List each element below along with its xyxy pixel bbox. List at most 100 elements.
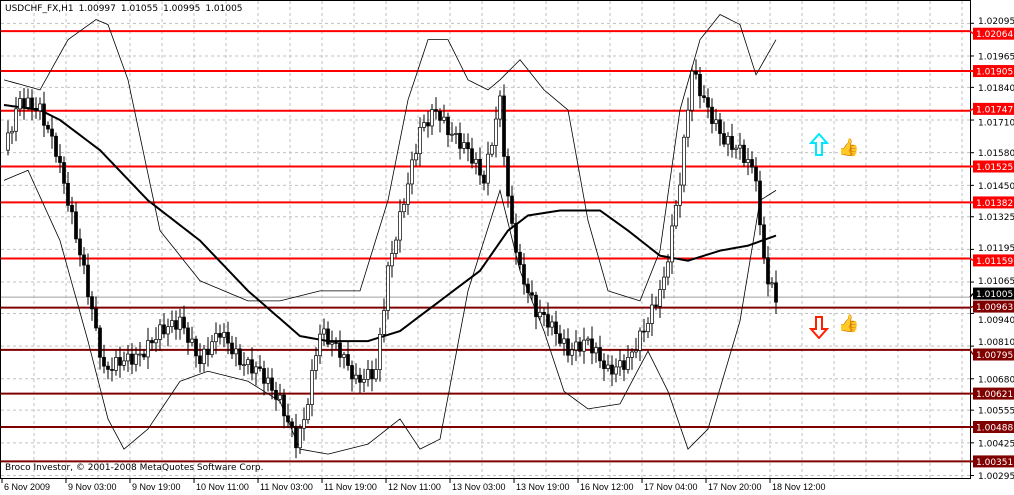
candle — [622, 354, 626, 382]
candle-body — [710, 106, 714, 124]
symbol-label: USDCHF_FX,H1 — [5, 4, 74, 14]
candle-body — [346, 354, 350, 366]
candle — [554, 310, 558, 346]
candle-body — [86, 264, 90, 297]
y-tick-label: 1.01325 — [978, 213, 1014, 223]
candle — [474, 152, 478, 175]
candle-body — [550, 321, 554, 328]
candle-body — [206, 348, 210, 355]
candle — [754, 157, 758, 192]
candle-body — [650, 304, 654, 324]
candle-body — [690, 70, 694, 111]
y-tick-label: 1.00295 — [978, 472, 1014, 482]
candle — [210, 334, 214, 358]
candle — [142, 349, 146, 360]
candle-body — [746, 159, 750, 163]
candle — [194, 335, 198, 368]
candle — [334, 337, 338, 351]
level-label-box — [973, 160, 1014, 173]
candle — [542, 308, 546, 327]
candle — [278, 383, 282, 404]
open-value: 1.00997 — [78, 4, 116, 14]
candle-body — [474, 158, 478, 164]
candle-body — [418, 127, 422, 155]
candle-body — [6, 132, 10, 151]
candle-body — [486, 153, 490, 184]
candle-body — [610, 364, 614, 375]
candle-body — [50, 128, 54, 137]
candle-body — [194, 338, 198, 357]
candle — [514, 213, 518, 265]
candle — [598, 335, 602, 369]
label-connector — [969, 108, 974, 112]
candle — [742, 139, 746, 167]
candle-body — [726, 136, 730, 145]
candle-body — [302, 419, 306, 429]
candle-body — [714, 119, 718, 124]
level-label-box — [973, 102, 1014, 115]
candle-body — [198, 355, 202, 364]
candle — [98, 325, 102, 370]
candle-body — [306, 404, 310, 421]
level-label: 1.01382 — [976, 199, 1013, 209]
candle-body — [606, 364, 610, 369]
bollinger-upper-line — [3, 14, 777, 302]
candle-body — [102, 356, 106, 367]
candle-body — [246, 359, 250, 365]
label-connector — [969, 30, 974, 35]
candle — [670, 214, 674, 274]
x-tick-label: 17 Nov 20:00 — [708, 482, 762, 492]
candle-body — [42, 103, 46, 126]
candle — [138, 342, 142, 367]
candle-body — [66, 182, 70, 206]
candle-body — [154, 339, 158, 344]
candle-body — [442, 116, 446, 121]
candle-body — [30, 97, 34, 109]
candle-body — [506, 156, 510, 197]
level-label: 1.00488 — [976, 424, 1013, 434]
candle — [582, 327, 586, 364]
thumbs-up-icon: 👍 — [838, 138, 860, 158]
candle-body — [438, 110, 442, 121]
level-label-box — [973, 254, 1014, 267]
candle — [530, 280, 534, 302]
candle-body — [430, 109, 434, 127]
candle — [414, 143, 418, 167]
level-label-box — [973, 196, 1014, 209]
candle-body — [362, 379, 366, 383]
candle-body — [554, 321, 558, 335]
candle — [162, 313, 166, 339]
candle — [410, 151, 414, 195]
candle — [370, 360, 374, 392]
candle-body — [654, 304, 658, 307]
candle — [206, 337, 210, 367]
candle-body — [718, 119, 722, 134]
candle — [190, 326, 194, 347]
candle-body — [318, 333, 322, 357]
candle-body — [294, 426, 298, 449]
candle — [626, 345, 630, 374]
candle-body — [218, 333, 222, 338]
candle-body — [694, 70, 698, 75]
candle — [686, 97, 690, 148]
candle — [498, 90, 502, 128]
candle — [30, 89, 34, 121]
candle — [446, 112, 450, 148]
candle — [234, 337, 238, 367]
candle — [650, 293, 654, 336]
candle — [314, 347, 318, 380]
candle — [218, 324, 222, 345]
candle-body — [762, 224, 766, 258]
candle-body — [498, 95, 502, 120]
candle — [678, 172, 682, 218]
candle-body — [110, 369, 114, 371]
candle-body — [298, 427, 302, 449]
candle-body — [290, 421, 294, 427]
candle — [338, 330, 342, 368]
candle-body — [450, 133, 454, 136]
candle — [634, 337, 638, 359]
candle-body — [422, 122, 426, 128]
candle-body — [646, 323, 650, 333]
candle — [478, 147, 482, 185]
